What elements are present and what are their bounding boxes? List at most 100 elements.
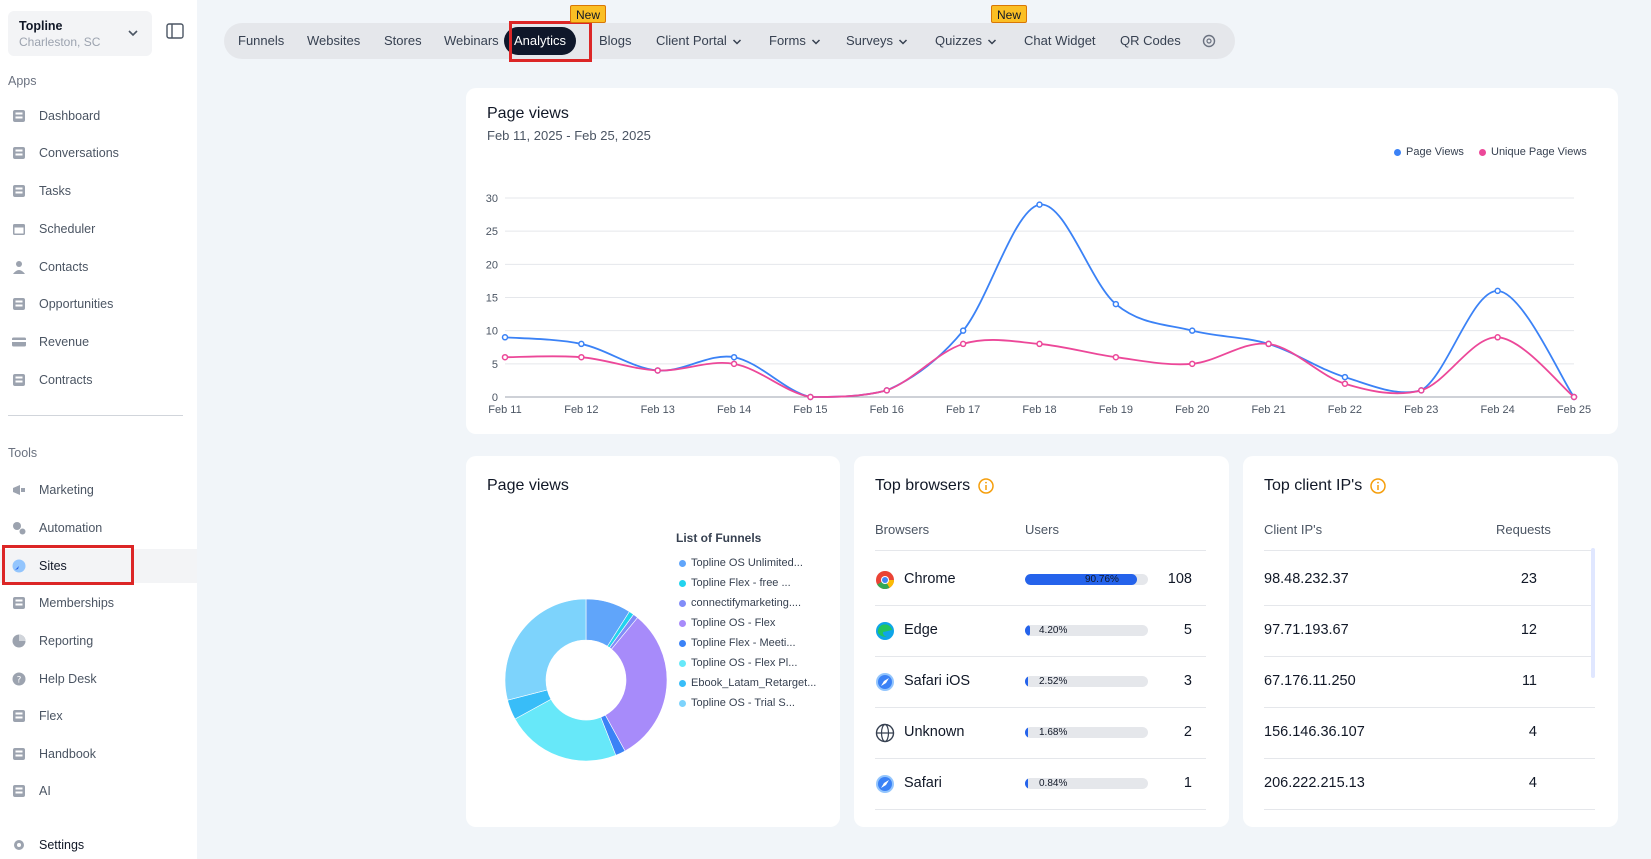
data-point[interactable]: [807, 393, 814, 401]
donut-chart: [504, 598, 668, 762]
sites-highlight: [2, 545, 134, 585]
gear-icon[interactable]: [1201, 33, 1217, 49]
apps-section-label: Apps: [8, 74, 37, 88]
data-point[interactable]: [578, 353, 585, 361]
data-point[interactable]: [654, 367, 661, 374]
data-point[interactable]: [578, 340, 585, 348]
donut-slice[interactable]: [514, 698, 617, 762]
sidebar-item-handbook[interactable]: Handbook: [0, 737, 197, 771]
tab-surveys[interactable]: Surveys: [846, 23, 908, 59]
x-tick-label: Feb 13: [641, 404, 675, 416]
legend-dot: [679, 639, 686, 647]
tab-label: Funnels: [238, 33, 285, 48]
funnel-legend-item[interactable]: Topline OS - Flex Pl...: [679, 657, 797, 669]
sidebar-item-ai[interactable]: AI: [0, 774, 197, 808]
data-point[interactable]: [1341, 373, 1349, 381]
data-point[interactable]: [1188, 360, 1196, 368]
tab-label: Client Portal: [656, 33, 727, 48]
legend-label: Unique Page Views: [1491, 146, 1587, 158]
data-point[interactable]: [959, 340, 967, 348]
card-title: Top client IP's: [1264, 477, 1386, 495]
location-switcher[interactable]: Topline Charleston, SC: [8, 11, 152, 56]
usage-bar: 0.84%: [1025, 778, 1148, 789]
sidebar-item-conversations[interactable]: Conversations: [0, 136, 197, 170]
sidebar-item-label: Flex: [39, 709, 63, 723]
data-point[interactable]: [730, 360, 738, 368]
sidebar-item-contracts[interactable]: Contracts: [0, 363, 197, 397]
data-point[interactable]: [1341, 380, 1349, 387]
info-icon[interactable]: [978, 478, 994, 494]
tab-analytics[interactable]: Analytics: [504, 27, 577, 55]
tab-client-portal[interactable]: Client Portal: [656, 23, 742, 59]
sidebar-item-memberships[interactable]: Memberships: [0, 586, 197, 620]
data-point[interactable]: [1188, 327, 1196, 334]
data-point[interactable]: [959, 327, 967, 334]
y-tick-label: 20: [486, 259, 498, 271]
top-client-ips-card: Top client IP's Client IP's Requests 98.…: [1243, 456, 1618, 827]
data-point[interactable]: [1036, 340, 1043, 348]
chat-icon: [13, 147, 25, 159]
sidebar-item-settings[interactable]: Settings: [0, 828, 197, 859]
pie-icon: [12, 634, 26, 648]
sidebar-item-tasks[interactable]: Tasks: [0, 174, 197, 208]
sidebar-item-flex[interactable]: Flex: [0, 699, 197, 733]
tab-forms[interactable]: Forms: [769, 23, 821, 59]
tab-blogs[interactable]: Blogs: [599, 23, 632, 59]
data-point[interactable]: [1418, 387, 1425, 394]
data-point[interactable]: [1112, 300, 1120, 308]
data-point[interactable]: [730, 353, 738, 361]
usage-bar-fill: [1025, 676, 1029, 687]
sidebar-item-opportunities[interactable]: Opportunities: [0, 287, 197, 321]
usage-bar: 4.20%: [1025, 625, 1148, 636]
chrome-icon: [876, 571, 894, 590]
legend-dot: [679, 599, 686, 607]
scrollbar[interactable]: [1591, 548, 1595, 678]
funnel-legend-item[interactable]: Topline OS - Flex: [679, 617, 775, 629]
sidebar-item-dashboard[interactable]: Dashboard: [0, 99, 197, 133]
analytics-highlight: [509, 21, 592, 62]
funnel-legend-item[interactable]: connectifymarketing....: [679, 597, 801, 609]
brain-icon: [13, 785, 25, 797]
row-divider: [875, 605, 1206, 606]
sidebar-item-automation[interactable]: Automation: [0, 511, 197, 545]
funnel-legend-item[interactable]: Ebook_Latam_Retarget...: [679, 677, 816, 689]
data-point[interactable]: [1570, 393, 1578, 401]
sidebar-item-label: Help Desk: [39, 672, 97, 686]
sidebar-item-reporting[interactable]: Reporting: [0, 624, 197, 658]
x-tick-label: Feb 15: [793, 404, 827, 416]
tab-websites[interactable]: Websites: [307, 23, 360, 59]
sidebar-item-revenue[interactable]: Revenue: [0, 325, 197, 359]
legend-unique-page-views[interactable]: Unique Page Views: [1479, 146, 1587, 158]
pageviews-chart-card: Page views Feb 11, 2025 - Feb 25, 2025 P…: [466, 88, 1618, 434]
data-point[interactable]: [1036, 201, 1043, 208]
data-point[interactable]: [883, 387, 891, 394]
tab-qr-codes[interactable]: QR Codes: [1120, 23, 1181, 59]
funnel-legend-item[interactable]: Topline Flex - Meeti...: [679, 637, 796, 649]
tab-webinars[interactable]: Webinars: [444, 23, 499, 59]
funnel-legend-item[interactable]: Topline Flex - free ...: [679, 577, 791, 589]
legend-page-views[interactable]: Page Views: [1394, 146, 1464, 158]
data-point[interactable]: [501, 353, 509, 361]
data-point[interactable]: [1494, 334, 1501, 341]
sidebar-item-marketing[interactable]: Marketing: [0, 473, 197, 507]
info-icon[interactable]: [1370, 478, 1386, 494]
sidebar-item-sites[interactable]: Sites: [0, 549, 197, 583]
donut-slice[interactable]: [504, 598, 587, 701]
sidebar-collapse-icon[interactable]: [166, 23, 184, 39]
data-point[interactable]: [1494, 287, 1501, 295]
funnel-legend-item[interactable]: Topline OS Unlimited...: [679, 557, 803, 569]
sidebar-item-scheduler[interactable]: Scheduler: [0, 212, 197, 246]
tab-stores[interactable]: Stores: [384, 23, 422, 59]
data-point[interactable]: [1112, 353, 1120, 361]
sidebar-item-contacts[interactable]: Contacts: [0, 250, 197, 284]
funnel-legend-item[interactable]: Topline OS - Trial S...: [679, 697, 795, 709]
client-ip: 97.71.193.67: [1264, 622, 1349, 638]
donut-slice[interactable]: [604, 617, 668, 752]
tab-quizzes[interactable]: Quizzes: [935, 23, 997, 59]
tab-funnels[interactable]: Funnels: [238, 23, 284, 59]
col-browsers: Browsers: [875, 522, 930, 537]
tab-chat-widget[interactable]: Chat Widget: [1024, 23, 1096, 59]
data-point[interactable]: [1265, 340, 1272, 348]
sidebar-item-help-desk[interactable]: ? Help Desk: [0, 662, 197, 696]
data-point[interactable]: [501, 334, 509, 341]
